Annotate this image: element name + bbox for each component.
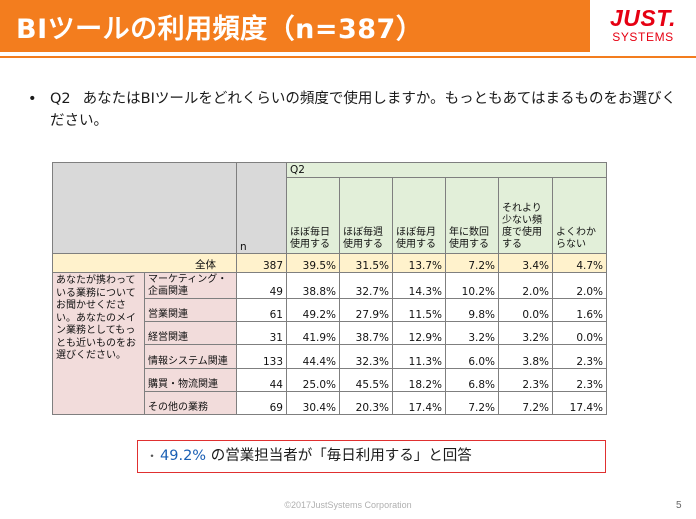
title-divider [0, 56, 696, 58]
row-n: 133 [236, 344, 287, 369]
column-header: ほぼ毎月使用する [392, 177, 446, 254]
table-cell: 7.2% [445, 391, 499, 415]
table-cell: 45.5% [339, 368, 393, 392]
table-cell: 32.7% [339, 272, 393, 299]
table-cell: 11.3% [392, 344, 446, 369]
table-cell: 18.2% [392, 368, 446, 392]
table-row: 営業関連 61 49.2% 27.9% 11.5% 9.8% 0.0% 1.6% [53, 298, 608, 322]
row-n: 69 [236, 391, 287, 415]
table-cell: 2.3% [498, 368, 553, 392]
table-cell: 17.4% [551, 391, 608, 415]
title-bar: BIツールの利用頻度（n=387） [0, 0, 590, 52]
table-cell: 30.4% [286, 391, 340, 415]
callout-bullet: ・ [146, 449, 159, 463]
table-cell: 38.8% [286, 272, 340, 299]
total-label: 全体 [52, 253, 237, 273]
row-n: 49 [236, 272, 287, 299]
table-cell: 3.8% [498, 344, 553, 369]
column-header: よくわからない [551, 177, 608, 254]
column-header: それより少ない頻度で使用する [498, 177, 553, 254]
table-cell: 11.5% [392, 298, 446, 322]
table-cell: 7.2% [445, 253, 499, 273]
table-cell: 39.5% [286, 253, 340, 273]
question-block: • Q2 あなたはBIツールをどれくらいの頻度で使用しますか。もっともあてはまるも… [28, 88, 678, 132]
table-cell: 3.2% [445, 321, 499, 345]
table-cell: 3.4% [498, 253, 553, 273]
page-number: 5 [676, 500, 682, 511]
table-cell: 41.9% [286, 321, 340, 345]
logo-subtext: SYSTEMS [612, 30, 674, 44]
justsystems-logo: JUST. SYSTEMS [596, 6, 690, 48]
table-cell: 3.2% [498, 321, 553, 345]
table-cell: 20.3% [339, 391, 393, 415]
row-label: 営業関連 [144, 298, 237, 322]
table-cell: 25.0% [286, 368, 340, 392]
table-cell: 14.3% [392, 272, 446, 299]
table-cell: 6.0% [445, 344, 499, 369]
table-cell: 2.0% [551, 272, 608, 299]
table-cell: 12.9% [392, 321, 446, 345]
table-cell: 7.2% [498, 391, 553, 415]
row-label: 経営関連 [144, 321, 237, 345]
n-header: n [236, 162, 287, 254]
row-label: マーケティング・企画関連 [144, 272, 237, 299]
table-cell: 17.4% [392, 391, 446, 415]
table-cell: 2.3% [551, 368, 608, 392]
logo-wordmark: JUST. [610, 5, 676, 31]
column-header: 年に数回使用する [445, 177, 499, 254]
table-cell: 10.2% [445, 272, 499, 299]
row-label: 情報システム関連 [144, 344, 237, 369]
table-row: その他の業務 69 30.4% 20.3% 17.4% 7.2% 7.2% 17… [53, 391, 608, 415]
total-n: 387 [236, 253, 287, 273]
table-corner [52, 162, 237, 254]
question-number: Q2 [50, 91, 71, 107]
row-n: 61 [236, 298, 287, 322]
callout-highlight: 49.2% [160, 448, 207, 464]
table-cell: 49.2% [286, 298, 340, 322]
question-text: あなたはBIツールをどれくらいの頻度で使用しますか。もっともあてはまるものをお選… [50, 91, 676, 129]
slide-title: BIツールの利用頻度（n=387） [16, 14, 424, 45]
table-cell: 27.9% [339, 298, 393, 322]
segment-question-label: あなたが携わっている業務についてお聞かせください。あなたのメイン業務としてもっと… [52, 272, 145, 415]
row-n: 31 [236, 321, 287, 345]
table-cell: 9.8% [445, 298, 499, 322]
table-cell: 0.0% [551, 321, 608, 345]
survey-table: n Q2 ほぼ毎日使用する ほぼ毎週使用する ほぼ毎月使用する 年に数回使用する… [52, 162, 608, 415]
table-cell: 38.7% [339, 321, 393, 345]
column-header: ほぼ毎週使用する [339, 177, 393, 254]
row-label: 購買・物流関連 [144, 368, 237, 392]
table-row: 経営関連 31 41.9% 38.7% 12.9% 3.2% 3.2% 0.0% [53, 321, 608, 345]
q2-header: Q2 [285, 162, 608, 178]
column-header: ほぼ毎日使用する [286, 177, 340, 254]
row-label: その他の業務 [144, 391, 237, 415]
table-cell: 44.4% [286, 344, 340, 369]
table-cell: 0.0% [498, 298, 553, 322]
table-cell: 4.7% [551, 253, 608, 273]
copyright-footer: ©2017JustSystems Corporation [284, 500, 412, 510]
question-bullet: • [28, 91, 37, 107]
table-cell: 1.6% [551, 298, 608, 322]
table-cell: 2.0% [498, 272, 553, 299]
row-n: 44 [236, 368, 287, 392]
table-row: あなたが携わっている業務についてお聞かせください。あなたのメイン業務としてもっと… [52, 272, 608, 415]
table-cell: 32.3% [339, 344, 393, 369]
table-row-total: 全体 387 39.5% 31.5% 13.7% 7.2% 3.4% 4.7% [52, 253, 608, 273]
table-cell: 2.3% [551, 344, 608, 369]
callout-text: の営業担当者が「毎日利用する」と回答 [206, 448, 472, 464]
table-cell: 6.8% [445, 368, 499, 392]
table-cell: 31.5% [339, 253, 393, 273]
question-text-wrap: Q2 あなたはBIツールをどれくらいの頻度で使用しますか。もっともあてはまるものを… [28, 88, 678, 132]
table-cell: 13.7% [392, 253, 446, 273]
key-finding-callout: ・ 49.2% の営業担当者が「毎日利用する」と回答 [137, 440, 606, 473]
